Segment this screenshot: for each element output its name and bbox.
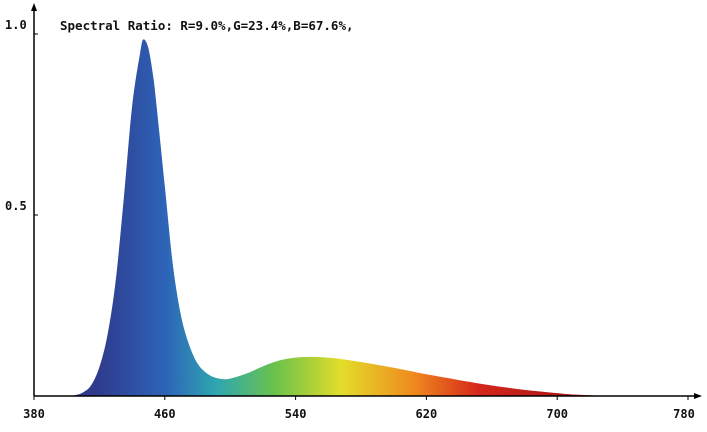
y-axis-arrow [31,3,37,11]
x-tick-group: 380 460 540 620 700 780 [23,396,695,421]
spectrum-area [34,39,688,396]
x-axis-arrow [694,393,702,399]
y-tick-group: 1.0 0.5 [5,18,38,216]
x-tick-label: 620 [416,407,438,421]
x-tick-label: 540 [285,407,307,421]
x-tick-label: 780 [673,407,695,421]
y-tick-label: 0.5 [5,199,27,213]
y-tick-label: 1.0 [5,18,27,32]
x-tick-label: 700 [546,407,568,421]
x-tick-label: 380 [23,407,45,421]
x-tick-label: 460 [154,407,176,421]
spectral-ratio-label: Spectral Ratio: R=9.0%,G=23.4%,B=67.6%, [60,18,354,33]
